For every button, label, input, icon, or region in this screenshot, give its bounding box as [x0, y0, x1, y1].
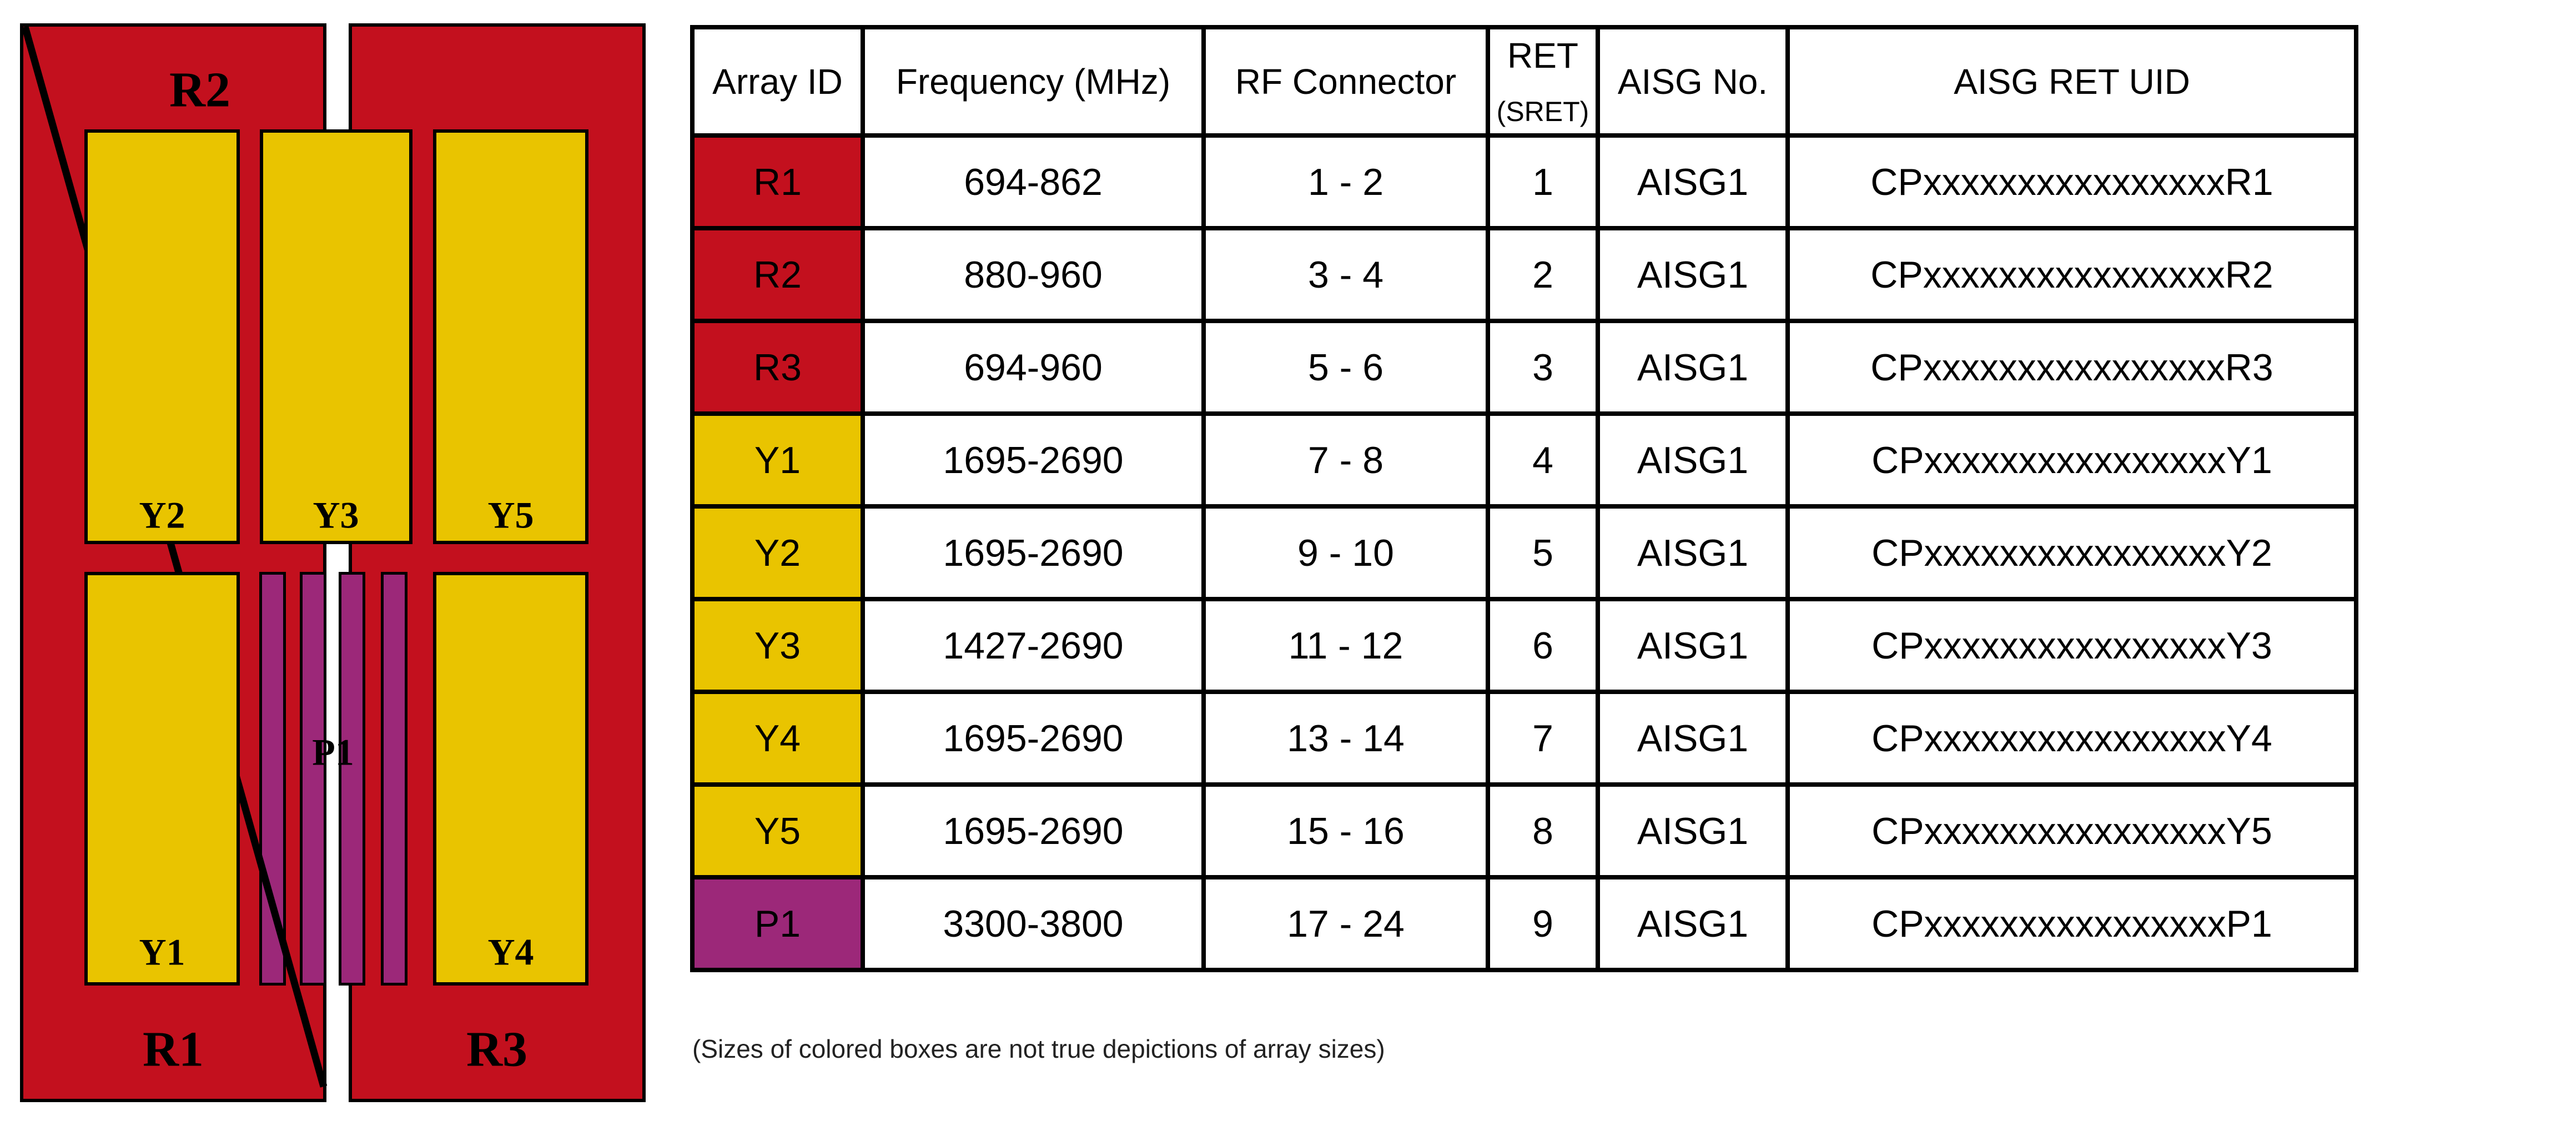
array-box-y5 — [433, 129, 588, 544]
label-y2: Y2 — [139, 494, 185, 536]
ret-cell: 7 — [1490, 694, 1596, 782]
label-y5: Y5 — [487, 494, 534, 536]
rf-connector-cell: 3 - 4 — [1206, 230, 1486, 319]
frequency-cell: 1695-2690 — [865, 416, 1201, 504]
label-r1: R1 — [143, 1022, 204, 1077]
frequency-cell: 1695-2690 — [865, 509, 1201, 597]
frequency-cell: 1695-2690 — [865, 694, 1201, 782]
array-bar-p1-4 — [381, 572, 407, 986]
aisg-no-cell: AISG1 — [1600, 601, 1785, 690]
rf-connector-cell: 9 - 10 — [1206, 509, 1486, 597]
ret-cell: 6 — [1490, 601, 1596, 690]
aisg-uid-cell: CPxxxxxxxxxxxxxxxxY4 — [1790, 694, 2354, 782]
label-y1: Y1 — [139, 931, 185, 973]
ret-cell: 4 — [1490, 416, 1596, 504]
antenna-face-diagram: R2 R1 R3 Y2 Y3 Y5 Y1 Y4 P1 — [0, 0, 688, 1146]
array-id-cell: Y4 — [695, 694, 861, 782]
header-rf-connector: RF Connector — [1206, 29, 1486, 133]
array-id-cell: Y1 — [695, 416, 861, 504]
ret-cell: 8 — [1490, 787, 1596, 875]
rf-connector-cell: 5 - 6 — [1206, 323, 1486, 411]
array-id-cell: R3 — [695, 323, 861, 411]
header-array-id: Array ID — [695, 29, 861, 133]
array-id-cell: R2 — [695, 230, 861, 319]
frequency-cell: 1695-2690 — [865, 787, 1201, 875]
header-frequency: Frequency (MHz) — [865, 29, 1201, 133]
array-bar-p1-2 — [300, 572, 326, 986]
frequency-cell: 1427-2690 — [865, 601, 1201, 690]
frequency-cell: 694-862 — [865, 138, 1201, 226]
array-id-cell: R1 — [695, 138, 861, 226]
array-id-cell: Y3 — [695, 601, 861, 690]
aisg-uid-cell: CPxxxxxxxxxxxxxxxxR3 — [1790, 323, 2354, 411]
aisg-uid-cell: CPxxxxxxxxxxxxxxxxY3 — [1790, 601, 2354, 690]
header-ret-sub: (SRET) — [1496, 96, 1589, 127]
array-box-y2 — [84, 129, 240, 544]
ret-cell: 3 — [1490, 323, 1596, 411]
aisg-uid-cell: CPxxxxxxxxxxxxxxxxY2 — [1790, 509, 2354, 597]
aisg-uid-cell: CPxxxxxxxxxxxxxxxxY5 — [1790, 787, 2354, 875]
aisg-no-cell: AISG1 — [1600, 787, 1785, 875]
aisg-no-cell: AISG1 — [1600, 230, 1785, 319]
label-r2: R2 — [169, 62, 230, 118]
aisg-no-cell: AISG1 — [1600, 509, 1785, 597]
header-aisg-no: AISG No. — [1600, 29, 1785, 133]
aisg-no-cell: AISG1 — [1600, 694, 1785, 782]
label-r3: R3 — [466, 1022, 527, 1077]
array-bar-p1-3 — [339, 572, 365, 986]
array-box-y1 — [84, 572, 240, 986]
diagram-caption: (Sizes of colored boxes are not true dep… — [692, 1034, 1385, 1063]
frequency-cell: 3300-3800 — [865, 879, 1201, 968]
array-spec-table: Array ID Frequency (MHz) RF Connector RE… — [690, 25, 2358, 972]
array-id-cell: P1 — [695, 879, 861, 968]
frequency-cell: 880-960 — [865, 230, 1201, 319]
rf-connector-cell: 15 - 16 — [1206, 787, 1486, 875]
array-box-y3 — [260, 129, 412, 544]
aisg-uid-cell: CPxxxxxxxxxxxxxxxxR2 — [1790, 230, 2354, 319]
header-aisg-uid: AISG RET UID — [1790, 29, 2354, 133]
aisg-uid-cell: CPxxxxxxxxxxxxxxxxY1 — [1790, 416, 2354, 504]
aisg-uid-cell: CPxxxxxxxxxxxxxxxxP1 — [1790, 879, 2354, 968]
aisg-uid-cell: CPxxxxxxxxxxxxxxxxR1 — [1790, 138, 2354, 226]
rf-connector-cell: 7 - 8 — [1206, 416, 1486, 504]
ret-cell: 5 — [1490, 509, 1596, 597]
header-ret-main: RET — [1507, 36, 1578, 76]
rf-connector-cell: 11 - 12 — [1206, 601, 1486, 690]
ret-cell: 9 — [1490, 879, 1596, 968]
label-y3: Y3 — [313, 494, 359, 536]
aisg-no-cell: AISG1 — [1600, 879, 1785, 968]
array-box-y4 — [433, 572, 588, 986]
rf-connector-cell: 1 - 2 — [1206, 138, 1486, 226]
rf-connector-cell: 17 - 24 — [1206, 879, 1486, 968]
array-bar-p1-1 — [259, 572, 286, 986]
frequency-cell: 694-960 — [865, 323, 1201, 411]
label-p1: P1 — [312, 731, 354, 773]
aisg-no-cell: AISG1 — [1600, 138, 1785, 226]
label-y4: Y4 — [487, 931, 534, 973]
ret-cell: 1 — [1490, 138, 1596, 226]
ret-cell: 2 — [1490, 230, 1596, 319]
array-id-cell: Y5 — [695, 787, 861, 875]
rf-connector-cell: 13 - 14 — [1206, 694, 1486, 782]
aisg-no-cell: AISG1 — [1600, 416, 1785, 504]
array-id-cell: Y2 — [695, 509, 861, 597]
header-ret: RET (SRET) — [1490, 29, 1596, 133]
aisg-no-cell: AISG1 — [1600, 323, 1785, 411]
